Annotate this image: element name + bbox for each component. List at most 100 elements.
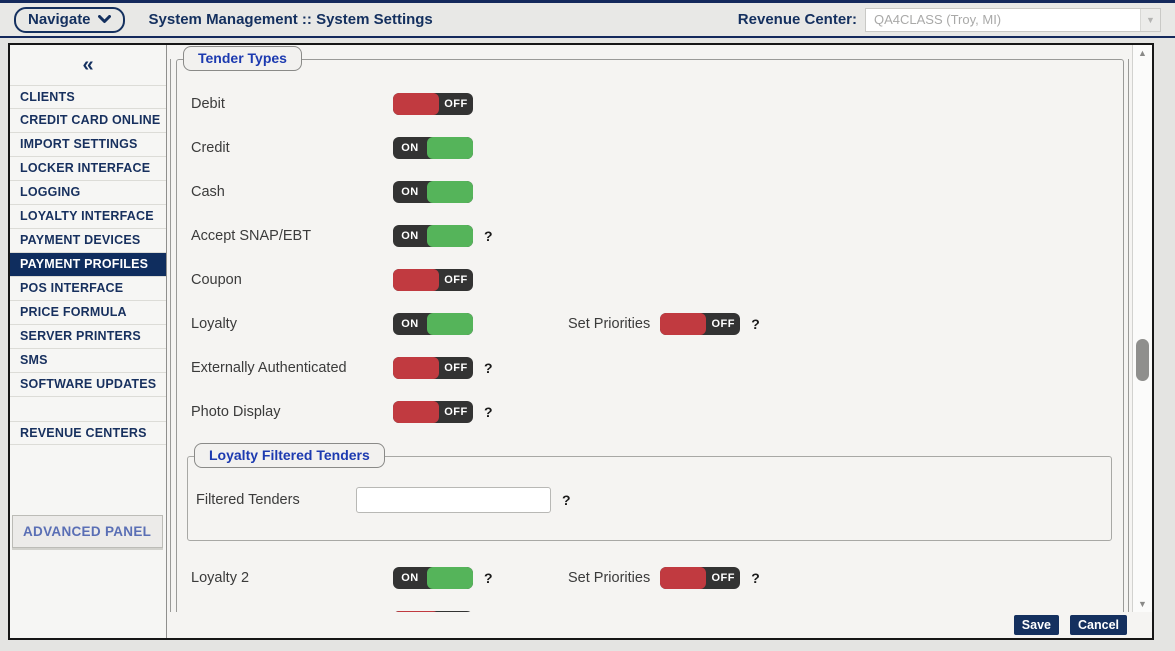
- toggle-knob: [427, 567, 473, 589]
- toggle-knob: [427, 181, 473, 203]
- tender-rows-bottom: Loyalty 2ON? Set Priorities OFF? Externally…: [185, 556, 1115, 612]
- toggle-state-label: ON: [393, 313, 427, 335]
- sidebar-item-locker-interface[interactable]: LOCKER INTERFACE: [10, 157, 166, 181]
- tender-types-fieldset: Tender Types DebitOFFCreditONCashONAccep…: [176, 59, 1124, 612]
- help-icon[interactable]: ?: [751, 316, 760, 332]
- toggle-knob: [393, 357, 439, 379]
- toggle-knob: [393, 611, 439, 612]
- help-icon[interactable]: ?: [562, 492, 571, 508]
- help-icon[interactable]: ?: [484, 228, 493, 244]
- secondary-setting: Set Priorities OFF?: [568, 567, 760, 589]
- sidebar-item-sms[interactable]: SMS: [10, 349, 166, 373]
- credit-toggle[interactable]: ON: [393, 137, 473, 159]
- toggle-state-label: OFF: [439, 357, 473, 379]
- loyalty-filtered-tenders-legend: Loyalty Filtered Tenders: [194, 443, 385, 468]
- tender-row-debit: DebitOFF: [185, 82, 1115, 126]
- toggle-state-label: OFF: [439, 269, 473, 291]
- tender-label: Coupon: [191, 272, 393, 288]
- tender-row-cash: CashON: [185, 170, 1115, 214]
- revenue-center-label: Revenue Center:: [738, 11, 857, 28]
- sidebar-item-import-settings[interactable]: IMPORT SETTINGS: [10, 133, 166, 157]
- sidebar-item-payment-profiles[interactable]: PAYMENT PROFILES: [10, 253, 166, 277]
- revenue-center-value: QA4CLASS (Troy, MI): [866, 12, 1140, 27]
- loyalty-2-set-priorities-toggle[interactable]: OFF: [660, 567, 740, 589]
- collapse-chevrons-icon: «: [82, 54, 93, 77]
- loyalty-2-toggle[interactable]: ON: [393, 567, 473, 589]
- navigate-label: Navigate: [28, 11, 91, 28]
- secondary-label: Set Priorities: [568, 316, 650, 332]
- tender-row-accept-snap-ebt: Accept SNAP/EBTON?: [185, 214, 1115, 258]
- filtered-tenders-label: Filtered Tenders: [196, 492, 356, 508]
- revenue-center-group: Revenue Center: QA4CLASS (Troy, MI) ▼: [738, 8, 1161, 32]
- sidebar-section-secondary: REVENUE CENTERS: [10, 421, 166, 445]
- cancel-button[interactable]: Cancel: [1070, 615, 1127, 635]
- revenue-center-select[interactable]: QA4CLASS (Troy, MI) ▼: [865, 8, 1161, 32]
- sidebar-item-logging[interactable]: LOGGING: [10, 181, 166, 205]
- tender-rows-top: DebitOFFCreditONCashONAccept SNAP/EBTON?…: [185, 82, 1115, 434]
- sidebar-item-pos-interface[interactable]: POS INTERFACE: [10, 277, 166, 301]
- coupon-toggle[interactable]: OFF: [393, 269, 473, 291]
- loyalty-toggle[interactable]: ON: [393, 313, 473, 335]
- toggle-knob: [427, 313, 473, 335]
- help-icon[interactable]: ?: [751, 570, 760, 586]
- tender-label: Loyalty 2: [191, 570, 393, 586]
- secondary-setting: Set Priorities OFF?: [568, 313, 760, 335]
- main-column: Tender Types DebitOFFCreditONCashONAccep…: [167, 45, 1152, 638]
- scrollbar-track[interactable]: [1133, 61, 1152, 596]
- toggle-knob: [393, 401, 439, 423]
- sidebar-item-software-updates[interactable]: SOFTWARE UPDATES: [10, 373, 166, 397]
- filtered-tenders-input[interactable]: [356, 487, 551, 513]
- loyalty-filtered-tenders-fieldset: Loyalty Filtered Tenders Filtered Tender…: [187, 456, 1112, 541]
- toggle-state-label: ON: [393, 225, 427, 247]
- filtered-tenders-row: Filtered Tenders ?: [196, 487, 1103, 513]
- tender-row-externally-authenticated: Externally AuthenticatedOFF?: [185, 600, 1115, 612]
- sidebar-item-server-printers[interactable]: SERVER PRINTERS: [10, 325, 166, 349]
- toggle-state-label: OFF: [439, 611, 473, 612]
- accept-snap-ebt-toggle[interactable]: ON: [393, 225, 473, 247]
- dropdown-arrow-icon[interactable]: ▼: [1140, 9, 1160, 31]
- sidebar: « CLIENTSCREDIT CARD ONLINEIMPORT SETTIN…: [10, 45, 167, 638]
- help-icon[interactable]: ?: [484, 570, 493, 586]
- externally-authenticated-toggle[interactable]: OFF: [393, 611, 473, 612]
- navigate-button[interactable]: Navigate: [14, 7, 125, 33]
- sidebar-item-credit-card-online[interactable]: CREDIT CARD ONLINE: [10, 109, 166, 133]
- cash-toggle[interactable]: ON: [393, 181, 473, 203]
- sidebar-item-revenue-centers[interactable]: REVENUE CENTERS: [10, 421, 166, 445]
- vertical-scrollbar[interactable]: ▲ ▼: [1132, 45, 1152, 612]
- tender-label: Cash: [191, 184, 393, 200]
- save-button[interactable]: Save: [1014, 615, 1059, 635]
- advanced-panel-button[interactable]: ADVANCED PANEL: [12, 515, 163, 548]
- sidebar-section-main: CLIENTSCREDIT CARD ONLINEIMPORT SETTINGS…: [10, 85, 166, 397]
- externally-authenticated-toggle[interactable]: OFF: [393, 357, 473, 379]
- secondary-label: Set Priorities: [568, 570, 650, 586]
- sidebar-item-price-formula[interactable]: PRICE FORMULA: [10, 301, 166, 325]
- settings-viewport: Tender Types DebitOFFCreditONCashONAccep…: [167, 45, 1132, 612]
- photo-display-toggle[interactable]: OFF: [393, 401, 473, 423]
- tender-label: Debit: [191, 96, 393, 112]
- sidebar-item-payment-devices[interactable]: PAYMENT DEVICES: [10, 229, 166, 253]
- scrollbar-thumb[interactable]: [1136, 339, 1149, 381]
- toggle-state-label: ON: [393, 137, 427, 159]
- toggle-state-label: ON: [393, 567, 427, 589]
- tender-label: Externally Authenticated: [191, 360, 393, 376]
- help-icon[interactable]: ?: [484, 360, 493, 376]
- sidebar-item-clients[interactable]: CLIENTS: [10, 85, 166, 109]
- debit-toggle[interactable]: OFF: [393, 93, 473, 115]
- tender-label: Credit: [191, 140, 393, 156]
- toggle-state-label: OFF: [706, 313, 740, 335]
- help-icon[interactable]: ?: [484, 404, 493, 420]
- tender-row-loyalty-2: Loyalty 2ON? Set Priorities OFF?: [185, 556, 1115, 600]
- sidebar-collapse-button[interactable]: «: [10, 45, 166, 85]
- loyalty-set-priorities-toggle[interactable]: OFF: [660, 313, 740, 335]
- scroll-up-arrow-icon[interactable]: ▲: [1133, 45, 1152, 61]
- footer-bar: Save Cancel: [167, 612, 1152, 638]
- scroll-down-arrow-icon[interactable]: ▼: [1133, 596, 1152, 612]
- tender-label: Loyalty: [191, 316, 393, 332]
- toggle-state-label: OFF: [439, 401, 473, 423]
- toggle-knob: [660, 567, 706, 589]
- tender-row-coupon: Coupon OFF: [185, 258, 1115, 302]
- sidebar-item-loyalty-interface[interactable]: LOYALTY INTERFACE: [10, 205, 166, 229]
- page-title: System Management :: System Settings: [149, 11, 433, 28]
- toggle-knob: [660, 313, 706, 335]
- tender-row-loyalty: LoyaltyON Set Priorities OFF?: [185, 302, 1115, 346]
